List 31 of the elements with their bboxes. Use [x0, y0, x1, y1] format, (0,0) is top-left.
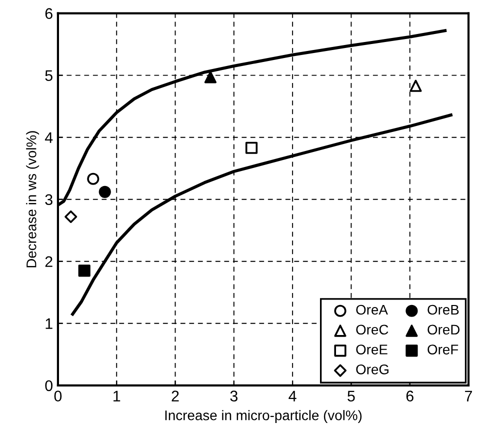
legend-label: OreE	[356, 344, 388, 354]
x-tick-label: 1	[114, 390, 120, 402]
legend-label: OreB	[428, 304, 459, 315]
x-tick-label: 3	[230, 390, 238, 402]
x-tick-label: 0	[54, 390, 62, 402]
point	[245, 142, 258, 154]
point	[64, 210, 78, 223]
x-tick-label: 2	[172, 390, 179, 402]
x-tick-label: 7	[465, 390, 472, 402]
y-tick-label: 6	[45, 8, 52, 19]
y-tick-label: 2	[45, 256, 52, 267]
x-axis-title: Increase in micro-particle (vol%)	[165, 410, 362, 424]
legend-label: OreG	[356, 364, 388, 374]
x-tick-label: 4	[288, 390, 296, 402]
y-tick-label: 5	[45, 70, 52, 81]
y-tick-label: 1	[46, 318, 52, 329]
y-tick-label: 0	[45, 380, 52, 392]
point	[204, 71, 217, 84]
point	[98, 186, 111, 198]
legend-label: OreC	[356, 324, 388, 335]
point	[78, 264, 90, 277]
point	[410, 80, 422, 92]
y-tick-label: 4	[44, 132, 53, 143]
x-tick-label: 6	[406, 390, 414, 402]
x-tick-label: 5	[348, 390, 355, 402]
y-tick-label: 3	[45, 194, 52, 206]
point	[87, 172, 100, 185]
y-axis-title: Decrease in ws (vol%)	[26, 131, 40, 268]
legend-label: OreA	[356, 304, 388, 315]
legend-label: OreF	[428, 344, 458, 354]
legend-label: OreD	[428, 324, 460, 335]
